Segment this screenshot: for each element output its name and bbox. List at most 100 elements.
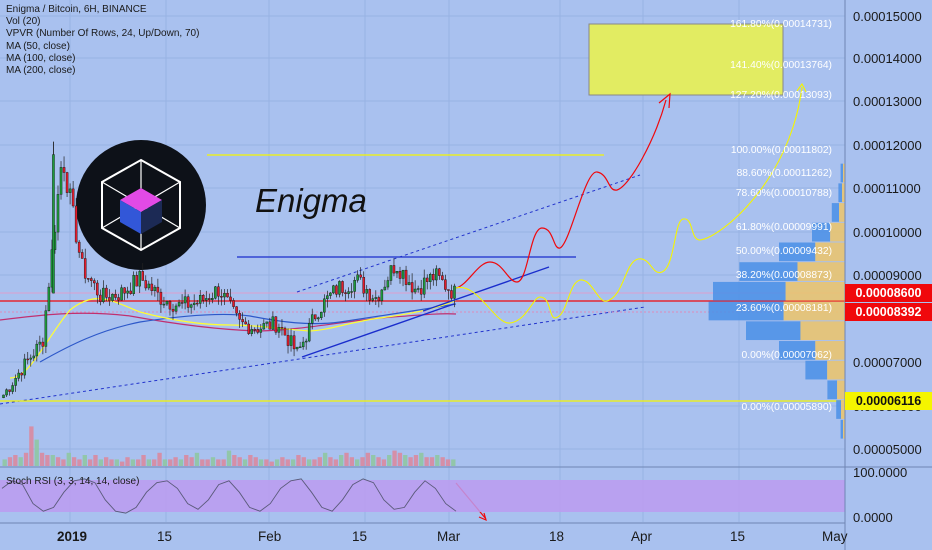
price-tick: 0.00010000 (853, 225, 922, 240)
volume-bar (61, 459, 66, 466)
candle-body (353, 280, 356, 292)
candle-body (274, 316, 278, 333)
volume-bar (18, 457, 23, 466)
volume-bar (173, 457, 178, 466)
candle-body (135, 275, 138, 287)
volume-bar (93, 455, 98, 466)
vpvr-down-bar (815, 341, 845, 360)
candle-body (144, 280, 148, 289)
candle-body (298, 346, 302, 349)
candle-body (59, 167, 63, 195)
candle-body (90, 278, 93, 281)
candle-body (102, 287, 105, 302)
vpvr-down-bar (815, 242, 845, 262)
candle-body (96, 282, 99, 296)
time-axis[interactable]: 2019 15 Feb 15 Mar 18 Apr 15 May (57, 529, 848, 544)
candle-body (132, 275, 135, 294)
candle-body (432, 274, 435, 281)
volume-bar (77, 459, 82, 466)
candle-body (304, 340, 308, 343)
volume-bar (306, 459, 312, 466)
volume-bar (296, 455, 301, 466)
candle-body (280, 327, 284, 329)
candle-body (8, 389, 11, 392)
volume-bar (285, 459, 290, 466)
time-label: May (822, 529, 848, 544)
vpvr-up-bar (827, 380, 838, 400)
candle-body (374, 297, 378, 299)
stoch-rsi-label[interactable]: Stoch RSI (3, 3, 14, 14, close) (6, 476, 140, 487)
volume-bar (355, 459, 360, 466)
volume-bar (23, 452, 29, 466)
indicator-ma-50[interactable]: MA (50, close) (6, 40, 70, 52)
volume-bar (397, 452, 403, 466)
candle-body (338, 281, 341, 295)
vpvr-up-bar (838, 183, 843, 203)
indicator-ma-100[interactable]: MA (100, close) (6, 52, 76, 64)
time-label: 15 (157, 529, 172, 544)
candle-body (83, 258, 87, 279)
volume-bar (34, 439, 39, 466)
volume-bar (264, 459, 269, 466)
candle-body (253, 329, 256, 331)
candle-body (323, 298, 326, 313)
volume-bar (349, 457, 355, 466)
volume-bar (360, 457, 365, 466)
candle-body (41, 341, 45, 347)
volume-bar (189, 457, 194, 466)
candle-body (56, 194, 60, 233)
volume-bar (429, 457, 435, 466)
vpvr-down-bar (841, 400, 845, 419)
candle-body (192, 302, 196, 305)
fib-label: 50.00%(0.00009432) (736, 246, 832, 257)
target-zone-box (588, 23, 784, 96)
volume-bar (333, 459, 338, 466)
volume-bar (413, 455, 419, 466)
candle-body (62, 167, 66, 173)
indicator-vpvr[interactable]: VPVR (Number Of Rows, 24, Up/Down, 70) (6, 28, 200, 40)
volume-bar (365, 452, 371, 466)
brand-label: Enigma (255, 182, 367, 219)
candle-body (365, 289, 368, 294)
price-tick: 0.00015000 (853, 9, 922, 24)
volume-bar (226, 450, 232, 466)
candle-body (44, 310, 48, 347)
volume-bar (210, 457, 216, 466)
vpvr-up-bar (812, 222, 831, 242)
candle-body (447, 289, 450, 291)
candle-body (386, 280, 390, 288)
candle-body (108, 297, 111, 301)
candle-body (71, 188, 75, 207)
indicator-volume[interactable]: Vol (20) (6, 16, 41, 28)
candle-body (407, 282, 411, 285)
candle-body (205, 298, 208, 301)
candle-body (404, 269, 408, 285)
candle-body (208, 298, 211, 300)
enigma-logo (76, 140, 206, 270)
candle-body (250, 329, 253, 334)
vpvr-down-bar (783, 301, 845, 321)
volume-bar (408, 457, 413, 466)
volume-bar (7, 457, 13, 466)
volume-bar (136, 459, 141, 466)
fib-label: 127.20%(0.00013093) (730, 90, 832, 101)
candle-body (226, 292, 229, 298)
volume-bar (194, 452, 200, 466)
volume-bars (2, 426, 456, 466)
candle-body (93, 280, 96, 284)
indicator-ma-200[interactable]: MA (200, close) (6, 65, 76, 77)
candle-body (26, 358, 29, 361)
candle-body (129, 290, 132, 294)
candle-body (229, 296, 232, 301)
support-price-tag: 0.00006116 (845, 392, 932, 410)
candle-body (123, 287, 126, 294)
price-axis[interactable]: 0.00015000 0.00014000 0.00013000 0.00012… (853, 9, 922, 525)
candle-body (195, 302, 199, 305)
candle-body (429, 274, 432, 282)
candle-body (310, 314, 314, 324)
time-label: Mar (437, 529, 461, 544)
price-tick: 0.00009000 (853, 268, 922, 283)
candle-body (141, 271, 144, 281)
candle-body (38, 341, 42, 345)
